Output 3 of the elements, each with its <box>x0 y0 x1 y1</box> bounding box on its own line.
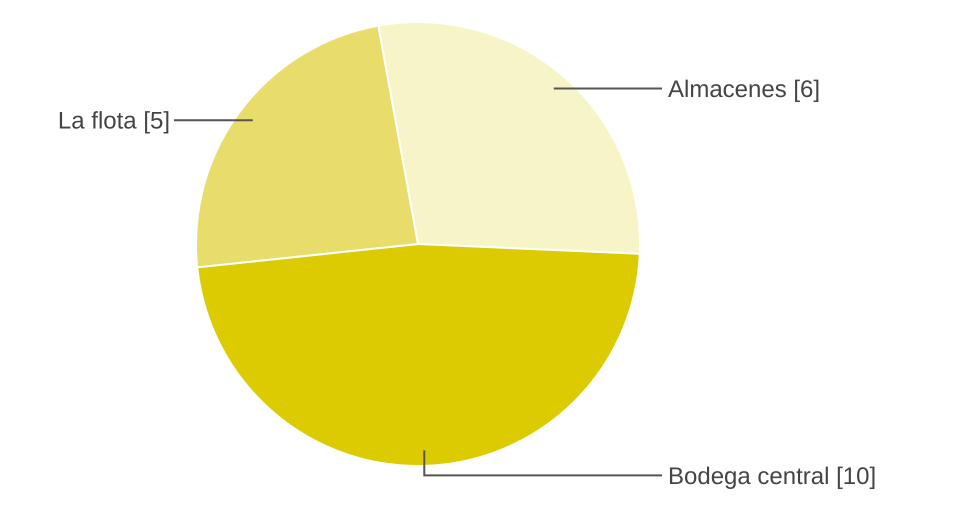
slice-label: Almacenes [6] <box>668 76 820 103</box>
slice-label: La flota [5] <box>58 108 170 135</box>
slice-label: Bodega central [10] <box>668 462 876 490</box>
